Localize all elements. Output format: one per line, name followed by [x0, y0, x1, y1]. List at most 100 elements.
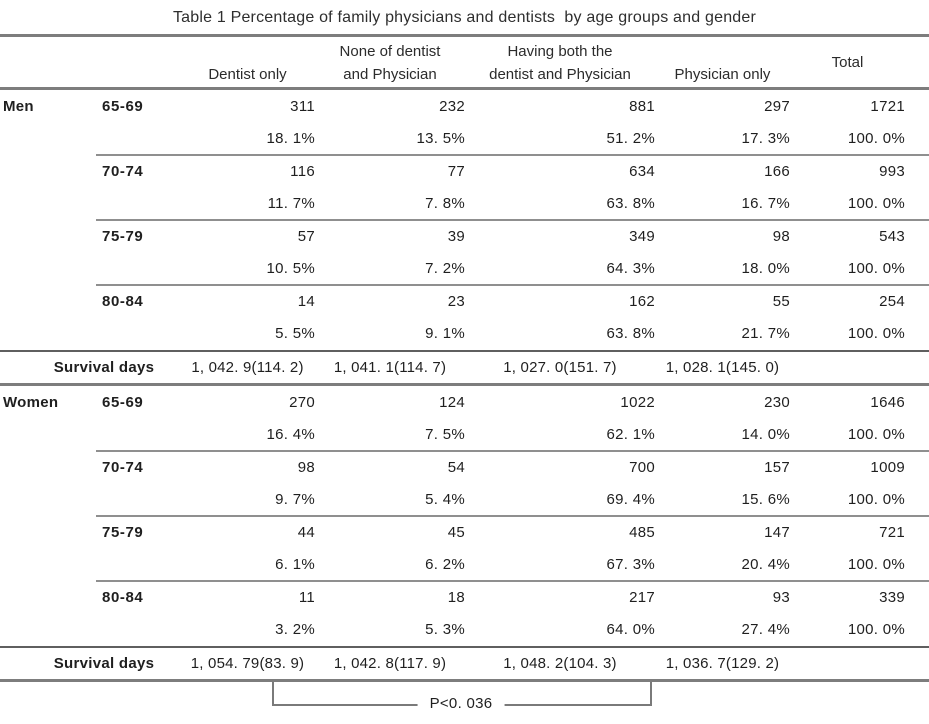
percent-cell: 15. 6% — [741, 491, 790, 509]
count-cell: 57 — [297, 227, 315, 245]
count-cell: 232 — [439, 97, 465, 115]
count-cell: 116 — [290, 162, 315, 180]
percent-row: 6. 1% 6. 2% 67. 3% 20. 4% 100. 0% — [0, 549, 929, 582]
percent-cell: 11. 7% — [267, 195, 315, 213]
count-cell: 1009 — [870, 458, 905, 476]
bracket-left-line — [272, 682, 274, 706]
count-row: Women 65-69 270 124 1022 230 1646 — [0, 386, 929, 419]
header-line: and Physician — [343, 66, 437, 83]
count-cell: 1721 — [870, 97, 905, 115]
count-row: 75-79 44 45 485 147 721 — [0, 516, 929, 549]
survival-value-cell: 1, 054. 79(83. 9) — [190, 655, 305, 672]
survival-value-cell: 1, 041. 1(114. 7) — [333, 359, 447, 376]
survival-days-label: Survival days — [53, 655, 155, 672]
table-body: Men 65-69 311 232 881 297 1721 18. 1% 13. 5% 51. … — [0, 90, 929, 682]
percent-cell: 9. 1% — [425, 325, 465, 343]
percent-cell: 20. 4% — [741, 556, 790, 574]
percent-cell: 16. 4% — [266, 426, 315, 444]
percent-cell: 62. 1% — [606, 426, 655, 444]
count-row: 75-79 57 39 349 98 543 — [0, 220, 929, 253]
count-cell: 147 — [764, 523, 790, 541]
percent-cell: 13. 5% — [416, 130, 465, 148]
count-cell: 270 — [289, 393, 315, 411]
percent-cell: 100. 0% — [847, 556, 905, 574]
count-row: Men 65-69 311 232 881 297 1721 — [0, 90, 929, 123]
percent-cell: 100. 0% — [847, 130, 905, 148]
age-column-header — [96, 37, 180, 87]
percent-row: 11. 7% 7. 8% 63. 8% 16. 7% 100. 0% — [0, 188, 929, 221]
percent-cell: 63. 8% — [606, 325, 655, 343]
percent-cell: 69. 4% — [606, 491, 655, 509]
survival-days-row: Survival days 1, 054. 79(83. 9) 1, 042. 8(… — [0, 646, 929, 682]
age-group-block: Women 65-69 270 124 1022 230 1646 16. 4% 7. 5% 62… — [0, 386, 929, 451]
header-line: Having both the — [507, 43, 613, 60]
percent-row: 10. 5% 7. 2% 64. 3% 18. 0% 100. 0% — [0, 253, 929, 286]
percent-row: 16. 4% 7. 5% 62. 1% 14. 0% 100. 0% — [0, 419, 929, 452]
percent-cell: 51. 2% — [606, 130, 655, 148]
header-line: Physician only — [674, 66, 771, 83]
percent-cell: 5. 3% — [425, 621, 465, 639]
significance-bracket: P<0. 036 — [0, 682, 929, 724]
count-cell: 157 — [764, 458, 790, 476]
percent-cell: 21. 7% — [741, 325, 790, 343]
count-cell: 339 — [879, 588, 905, 606]
age-group-label: 75-79 — [102, 523, 144, 541]
count-cell: 166 — [764, 162, 790, 180]
percent-cell: 27. 4% — [741, 621, 790, 639]
survival-value-cell: 1, 028. 1(145. 0) — [665, 359, 780, 376]
survival-value-cell: 1, 036. 7(129. 2) — [665, 655, 780, 672]
percent-cell: 18. 0% — [741, 260, 790, 278]
count-cell: 77 — [447, 162, 465, 180]
count-cell: 23 — [447, 292, 465, 310]
column-header-none-of-both: None of dentist and Physician — [315, 37, 465, 87]
count-cell: 162 — [629, 292, 655, 310]
age-group-block: 75-79 57 39 349 98 543 10. 5% 7. 2% 64. 3% 18. 0%… — [0, 219, 929, 286]
count-cell: 485 — [629, 523, 655, 541]
percent-cell: 5. 5% — [275, 325, 315, 343]
count-cell: 14 — [297, 292, 315, 310]
count-row: 80-84 14 23 162 55 254 — [0, 285, 929, 318]
percent-row: 9. 7% 5. 4% 69. 4% 15. 6% 100. 0% — [0, 484, 929, 517]
count-cell: 230 — [764, 393, 790, 411]
count-row: 70-74 116 77 634 166 993 — [0, 155, 929, 188]
percent-row: 5. 5% 9. 1% 63. 8% 21. 7% 100. 0% — [0, 318, 929, 351]
count-cell: 311 — [290, 97, 315, 115]
survival-value-cell: 1, 042. 8(117. 9) — [333, 655, 447, 672]
age-group-label: 70-74 — [102, 458, 144, 476]
table-caption: Table 1 Percentage of family physicians … — [172, 9, 757, 26]
percent-cell: 16. 7% — [741, 195, 790, 213]
count-cell: 98 — [297, 458, 315, 476]
count-cell: 217 — [629, 588, 655, 606]
column-header-having-both: Having both the dentist and Physician — [465, 37, 655, 87]
header-line — [655, 40, 790, 63]
count-cell: 543 — [879, 227, 905, 245]
header-line: Dentist only — [208, 66, 287, 83]
column-header-physician-only: Physician only — [655, 37, 790, 87]
age-group-block: 80-84 14 23 162 55 254 5. 5% 9. 1% 63. 8% 21. 7% 1… — [0, 284, 929, 351]
percent-cell: 67. 3% — [606, 556, 655, 574]
percent-cell: 6. 2% — [425, 556, 465, 574]
percent-cell: 100. 0% — [847, 426, 905, 444]
survival-days-label: Survival days — [53, 359, 155, 376]
survival-value-cell: 1, 048. 2(104. 3) — [503, 655, 617, 672]
survival-value-cell: 1, 042. 9(114. 2) — [191, 359, 304, 376]
percent-cell: 7. 2% — [425, 260, 465, 278]
count-cell: 881 — [629, 97, 655, 115]
header-line — [180, 40, 315, 63]
percent-cell: 100. 0% — [847, 491, 905, 509]
gender-column-header — [0, 37, 96, 87]
column-header-total: Total — [831, 53, 864, 71]
count-cell: 11 — [298, 588, 315, 606]
gender-label: Women — [3, 393, 59, 411]
column-header-dentist-only: Dentist only — [180, 37, 315, 87]
age-group-label: 80-84 — [102, 588, 144, 606]
count-row: 80-84 11 18 217 93 339 — [0, 581, 929, 614]
count-row: 70-74 98 54 700 157 1009 — [0, 451, 929, 484]
count-cell: 54 — [447, 458, 465, 476]
survival-value-cell: 1, 027. 0(151. 7) — [503, 359, 617, 376]
percent-cell: 6. 1% — [275, 556, 315, 574]
p-value-label: P<0. 036 — [417, 695, 505, 712]
percent-cell: 100. 0% — [847, 260, 905, 278]
percent-cell: 14. 0% — [741, 426, 790, 444]
